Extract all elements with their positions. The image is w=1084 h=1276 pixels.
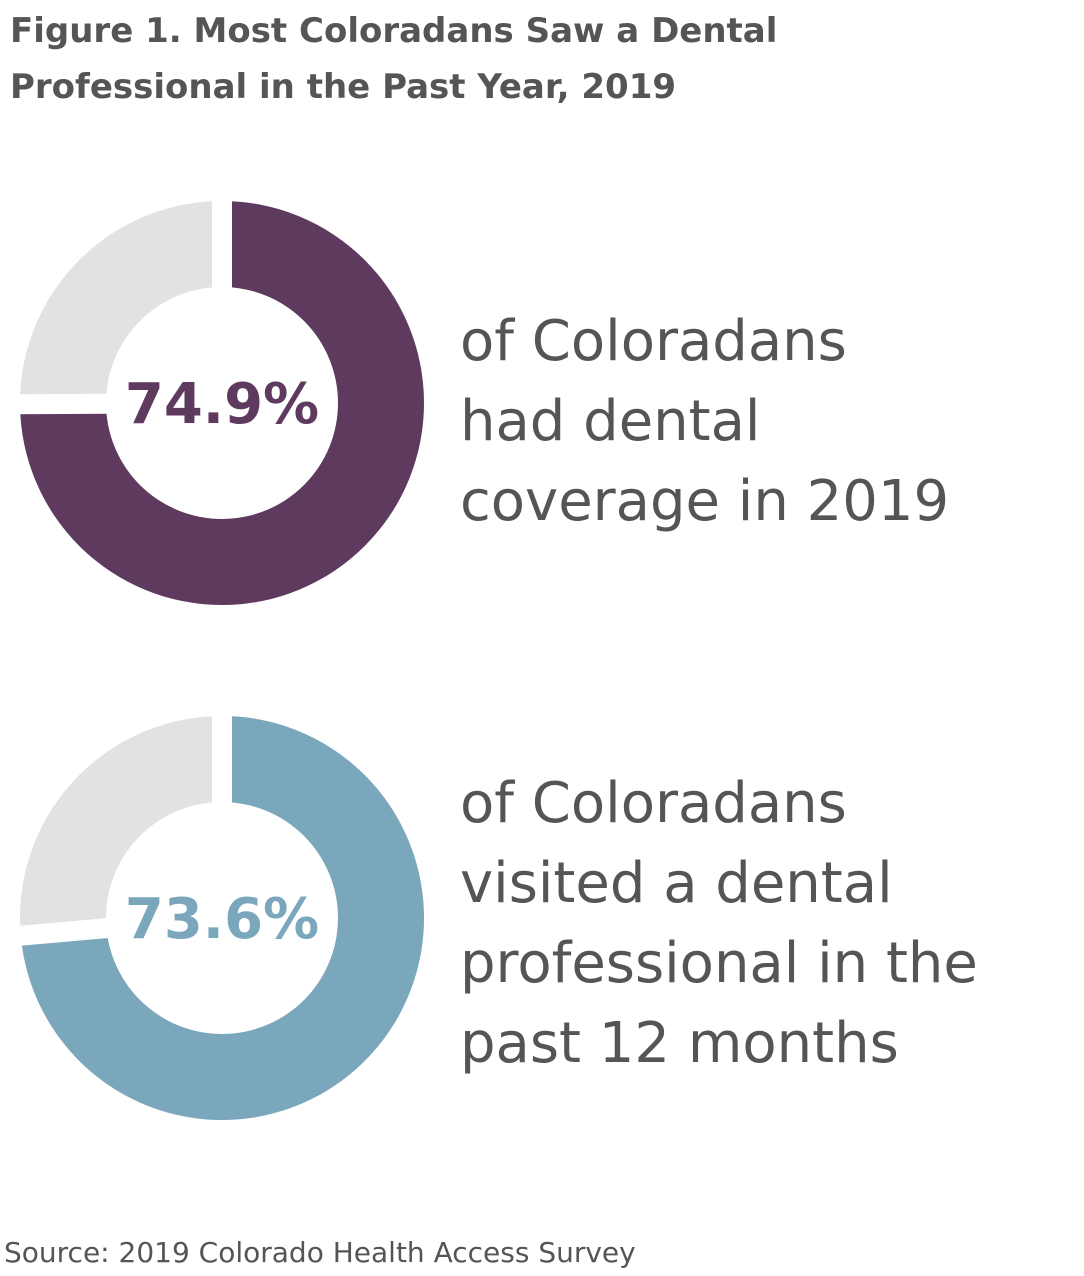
donut-segment [20, 201, 424, 605]
description: had dental [460, 389, 760, 454]
description: of Coloradans [460, 309, 847, 374]
segment-gap [15, 393, 111, 415]
description: coverage in 2019 [460, 469, 949, 534]
source: Source: 2019 Colorado Health Access Surv… [4, 1236, 636, 1269]
segment-gap [15, 917, 112, 947]
description: of Coloradans [460, 771, 847, 836]
title: Figure 1. Most Coloradans Saw a Dental [10, 11, 777, 51]
description: professional in the [460, 931, 978, 996]
description: past 12 months [460, 1011, 899, 1076]
donut-segment [20, 716, 424, 1120]
description: visited a dental [460, 851, 893, 916]
center-label: 73.6% [125, 887, 319, 952]
title: Professional in the Past Year, 2019 [10, 67, 676, 107]
center-label: 74.9% [125, 372, 319, 437]
